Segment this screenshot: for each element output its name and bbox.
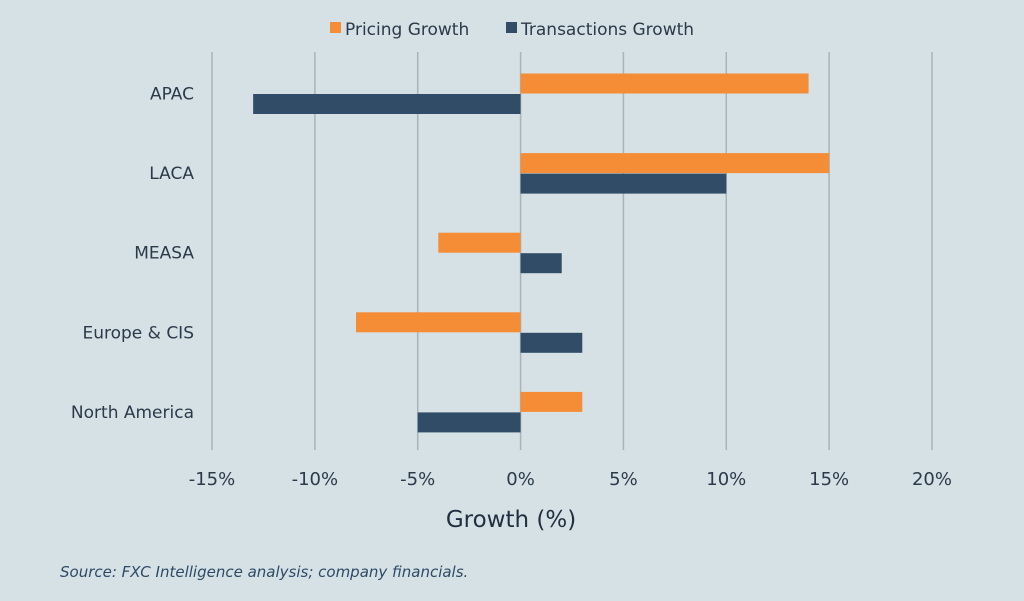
x-tick-label: 10% — [706, 469, 746, 490]
bar-transactions — [253, 94, 521, 114]
y-category-label: MEASA — [134, 244, 194, 264]
legend-label: Pricing Growth — [345, 20, 469, 40]
legend-swatch — [506, 22, 517, 33]
bar-transactions — [520, 332, 583, 353]
x-tick-label: -10% — [292, 469, 339, 490]
source-note: Source: FXC Intelligence analysis; compa… — [60, 563, 469, 581]
bar-transactions — [520, 253, 562, 274]
legend-label: Transactions Growth — [520, 20, 694, 40]
bar-pricing — [520, 391, 583, 412]
y-category-label: Europe & CIS — [82, 323, 194, 343]
bar-transactions — [520, 173, 727, 194]
bar-pricing — [438, 232, 521, 253]
x-tick-label: -15% — [189, 469, 236, 490]
bar-transactions — [417, 412, 521, 433]
bar-pricing — [520, 153, 830, 174]
chart: -15% -10% -5% 0% 5% 10% 15% 20% APAC LACA MEASA Eur… — [71, 20, 952, 533]
bar-pricing — [520, 73, 809, 94]
x-tick-label: 20% — [912, 469, 952, 490]
y-category-label: APAC — [150, 85, 194, 105]
x-axis-title: Growth (%) — [446, 507, 576, 533]
x-tick-label: 5% — [609, 469, 638, 490]
x-tick-label: -5% — [400, 469, 435, 490]
x-tick-label: 15% — [809, 469, 849, 490]
bar-pricing — [356, 312, 521, 333]
x-tick-label: 0% — [506, 469, 535, 490]
y-category-label: North America — [71, 403, 194, 423]
legend-swatch — [330, 22, 341, 33]
y-category-label: LACA — [149, 164, 194, 184]
